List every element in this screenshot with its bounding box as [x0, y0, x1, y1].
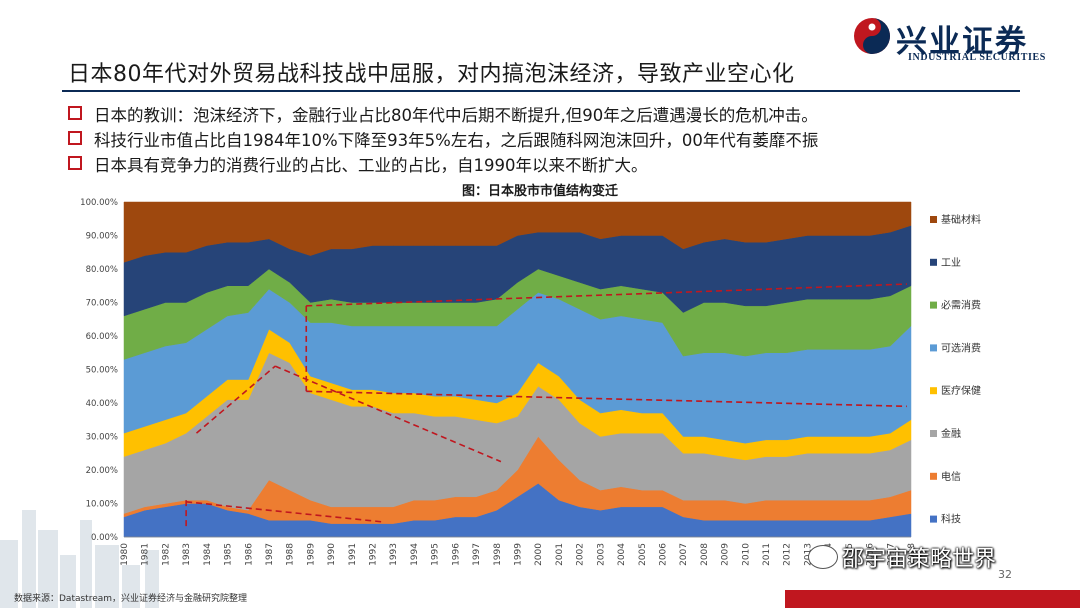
legend-swatch [930, 344, 937, 352]
legend-swatch [930, 216, 937, 223]
annotation-dashed-line [195, 365, 276, 434]
legend-swatch [930, 515, 937, 523]
x-tick-label: 1985 [224, 543, 234, 566]
legend-label: 基础材料 [941, 213, 981, 226]
brand-logo: 兴业证券 INDUSTRIAL SECURITIES [852, 14, 1072, 66]
legend-swatch [930, 387, 937, 395]
x-tick-label: 1987 [265, 543, 275, 566]
x-tick-label: 1998 [493, 543, 503, 566]
x-tick-label: 1981 [141, 543, 151, 566]
annotation-dashed-line [274, 365, 502, 463]
y-tick-label: 30.00% [86, 433, 118, 443]
x-tick-label: 1994 [410, 543, 420, 566]
x-tick-label: 1996 [451, 543, 461, 566]
x-tick-label: 2002 [576, 543, 586, 566]
x-tick-label: 2016 [866, 543, 876, 566]
bullet-box-icon [68, 131, 82, 145]
x-tick-label: 1995 [431, 543, 441, 566]
x-tick-label: 1997 [472, 543, 482, 566]
legend-label: 科技 [941, 513, 961, 526]
bullet-item: 科技行业市值占比自1984年10%下降至93年5%左右，之后跟随科网泡沫回升，0… [68, 127, 818, 151]
x-tick-label: 2008 [700, 543, 710, 566]
y-tick-label: 10.00% [86, 500, 118, 510]
annotation-dashed-line [306, 283, 907, 307]
y-tick-label: 90.00% [86, 232, 118, 242]
legend-label: 可选消费 [941, 341, 981, 354]
bullet-item: 日本的教训：泡沫经济下，金融行业占比80年代中后期不断提升,但90年之后遭遇漫长… [68, 102, 818, 126]
x-tick-label: 1982 [161, 543, 171, 566]
legend-swatch [930, 258, 937, 266]
area-series-基础材料 [123, 201, 912, 263]
legend-swatch [930, 430, 937, 437]
x-tick-label: 1992 [369, 543, 379, 566]
x-tick-label: 1990 [327, 543, 337, 566]
y-tick-label: 0.00% [91, 533, 118, 543]
chart-title: 图：日本股市市值结构变迁 [461, 184, 618, 199]
bullet-box-icon [68, 106, 82, 120]
x-tick-label: 2011 [762, 543, 772, 566]
bullet-box-icon [68, 156, 82, 170]
y-tick-label: 80.00% [86, 265, 118, 275]
watermark-text: 邵宇宙策略世界 [842, 547, 997, 572]
legend-label: 金融 [941, 427, 961, 440]
legend-label: 电信 [941, 470, 961, 483]
page-number: 32 [998, 568, 1012, 581]
x-tick-label: 2000 [534, 543, 544, 566]
x-tick-label: 1991 [348, 543, 358, 566]
page-title: 日本80年代对外贸易战科技战中屈服，对内搞泡沫经济，导致产业空心化 [68, 62, 795, 87]
bullet-text: 日本具有竞争力的消费行业的占比、工业的占比，自1990年以来不断扩大。 [94, 156, 648, 175]
wechat-icon [808, 545, 838, 569]
title-divider [62, 90, 1020, 92]
x-tick-label: 1988 [286, 543, 296, 566]
x-tick-label: 2001 [555, 543, 565, 566]
bullet-item: 日本具有竞争力的消费行业的占比、工业的占比，自1990年以来不断扩大。 [68, 152, 648, 176]
bullet-text: 科技行业市值占比自1984年10%下降至93年5%左右，之后跟随科网泡沫回升，0… [94, 131, 819, 150]
legend-label: 医疗保健 [941, 384, 981, 397]
x-tick-label: 1989 [306, 543, 316, 566]
x-tick-label: 1984 [203, 543, 213, 566]
logo-subtext: INDUSTRIAL SECURITIES [908, 52, 1046, 63]
x-tick-label: 2005 [638, 543, 648, 566]
x-tick-label: 2010 [741, 543, 751, 566]
x-tick-label: 1983 [182, 543, 192, 566]
x-tick-label: 1980 [120, 543, 130, 566]
x-tick-label: 1993 [389, 543, 399, 566]
legend-label: 必需消费 [941, 299, 981, 312]
x-tick-label: 2009 [721, 543, 731, 566]
x-tick-label: 2006 [658, 543, 668, 566]
footer-bar [785, 590, 1080, 608]
legend-label: 工业 [941, 257, 961, 269]
x-tick-label: 2012 [783, 543, 793, 566]
source-note: 数据来源：Datastream，兴业证券经济与金融研究院整理 [14, 594, 248, 604]
y-tick-label: 70.00% [86, 299, 118, 309]
x-tick-label: 1999 [514, 543, 524, 566]
skyline-decoration [0, 510, 159, 608]
logo-mark-icon [854, 18, 890, 54]
annotation-dashed-line [186, 501, 383, 523]
legend-swatch [930, 301, 937, 309]
x-tick-label: 2015 [845, 543, 855, 566]
x-tick-label: 2007 [679, 543, 689, 566]
annotation-dashed-line [306, 390, 907, 408]
y-tick-label: 50.00% [86, 366, 118, 376]
x-tick-label: 2004 [617, 543, 627, 566]
x-tick-label: 2018 [907, 543, 917, 566]
x-tick-label: 2003 [596, 543, 606, 566]
x-tick-label: 2017 [886, 543, 896, 566]
y-tick-label: 100.00% [80, 198, 118, 208]
y-tick-label: 20.00% [86, 466, 118, 476]
watermark: 邵宇宙策略世界 [808, 541, 996, 573]
legend-swatch [930, 472, 937, 480]
x-tick-label: 1986 [244, 543, 254, 566]
logo-text: 兴业证券 [896, 24, 1028, 60]
bullet-text: 日本的教训：泡沫经济下，金融行业占比80年代中后期不断提升,但90年之后遭遇漫长… [94, 106, 818, 125]
y-tick-label: 40.00% [86, 399, 118, 409]
y-tick-label: 60.00% [86, 332, 118, 342]
